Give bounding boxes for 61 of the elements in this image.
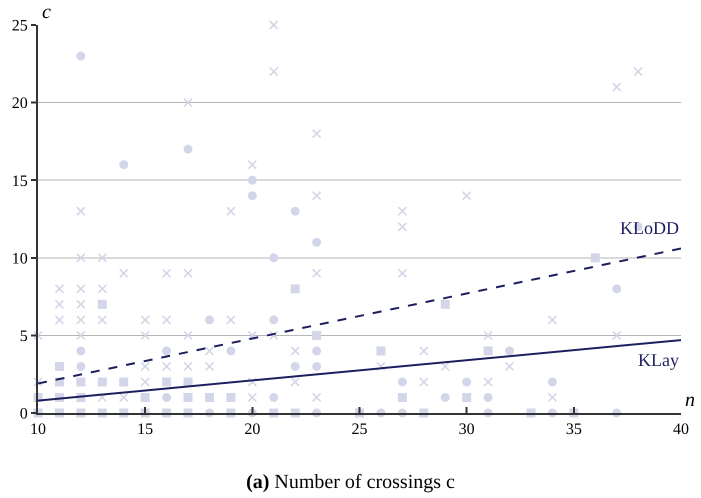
y-tick-label: 0 bbox=[20, 406, 28, 423]
point bbox=[505, 346, 514, 356]
point bbox=[462, 377, 472, 386]
x-tick-label: 35 bbox=[566, 421, 582, 438]
point bbox=[162, 392, 172, 402]
point bbox=[248, 191, 257, 200]
x-tick-label: 15 bbox=[137, 421, 154, 438]
y-tick-label: 10 bbox=[12, 250, 28, 268]
point bbox=[484, 392, 493, 402]
point bbox=[76, 346, 86, 356]
point bbox=[76, 52, 86, 61]
point bbox=[76, 362, 86, 371]
point bbox=[204, 315, 214, 324]
point bbox=[312, 362, 322, 371]
point bbox=[98, 300, 107, 309]
point bbox=[312, 346, 322, 356]
point bbox=[612, 284, 622, 294]
point bbox=[290, 362, 300, 371]
point bbox=[269, 392, 278, 402]
x-tick-label: 20 bbox=[244, 421, 260, 438]
point bbox=[119, 160, 128, 170]
y-tick-label: 5 bbox=[20, 328, 28, 345]
point bbox=[226, 346, 236, 356]
point bbox=[548, 377, 557, 386]
point bbox=[119, 377, 128, 386]
point bbox=[162, 377, 172, 386]
point bbox=[184, 144, 193, 154]
point bbox=[269, 253, 278, 262]
y-axis-title: c bbox=[42, 1, 51, 23]
point bbox=[440, 300, 450, 309]
point bbox=[290, 206, 300, 216]
point bbox=[162, 346, 172, 356]
point bbox=[248, 176, 257, 185]
point bbox=[312, 330, 322, 340]
point bbox=[204, 392, 214, 402]
point bbox=[484, 346, 493, 356]
x-tick-label: 40 bbox=[673, 421, 689, 438]
series-label: KLay bbox=[638, 350, 679, 370]
point bbox=[269, 315, 278, 324]
point bbox=[76, 377, 86, 386]
text: (a) Number of crossings c bbox=[246, 471, 456, 494]
point bbox=[398, 392, 407, 402]
point bbox=[398, 377, 407, 386]
point bbox=[98, 377, 107, 386]
point bbox=[290, 284, 300, 294]
y-tick-label: 20 bbox=[12, 95, 28, 112]
x-tick-label: 30 bbox=[458, 421, 475, 438]
point bbox=[462, 392, 472, 402]
point bbox=[312, 238, 322, 247]
point bbox=[376, 346, 386, 356]
x-axis-title: n bbox=[685, 389, 695, 411]
point bbox=[226, 392, 236, 402]
point bbox=[140, 392, 150, 402]
y-tick-label: 25 bbox=[12, 18, 28, 35]
point bbox=[440, 392, 450, 402]
x-tick-label: 25 bbox=[352, 421, 368, 438]
point bbox=[590, 253, 600, 262]
point bbox=[184, 392, 193, 402]
y-tick-label: 15 bbox=[12, 172, 28, 190]
series-label: KLoDD bbox=[620, 218, 679, 238]
point bbox=[54, 362, 64, 371]
